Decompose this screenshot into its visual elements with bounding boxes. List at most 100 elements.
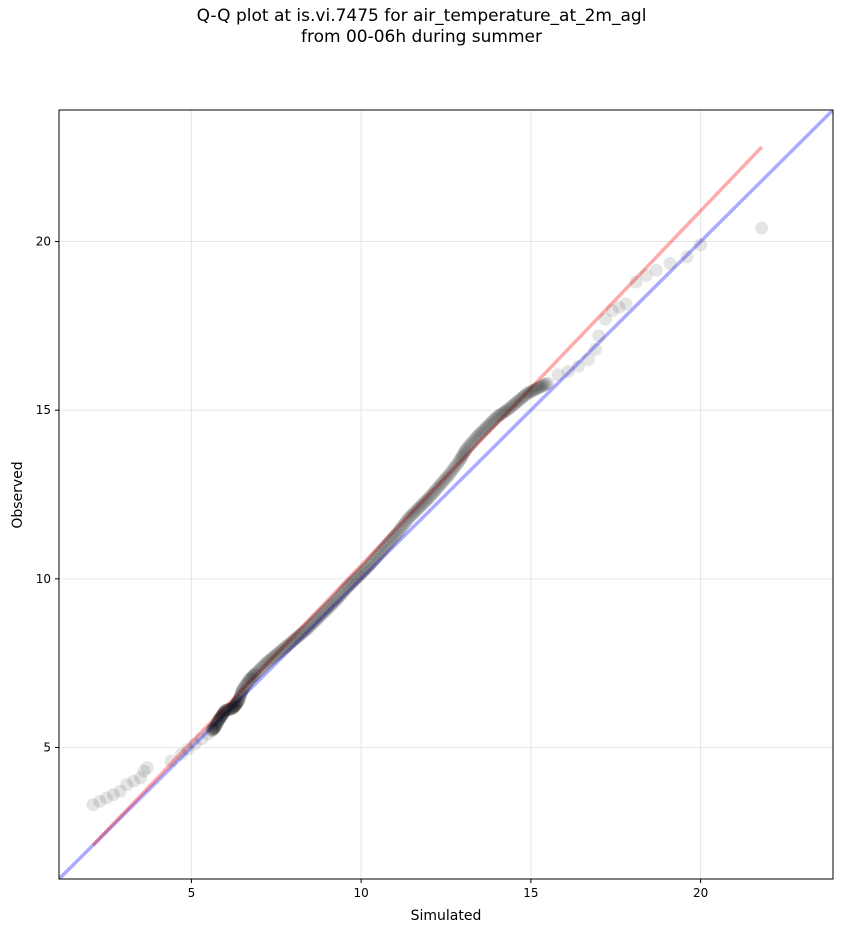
data-point xyxy=(425,487,439,501)
data-point xyxy=(463,438,477,452)
data-point xyxy=(492,409,506,423)
data-point xyxy=(461,440,475,454)
data-point xyxy=(216,707,230,721)
data-point xyxy=(356,565,370,579)
data-point xyxy=(619,297,633,311)
data-point xyxy=(393,522,407,536)
data-point xyxy=(137,764,151,778)
data-point xyxy=(261,655,275,669)
data-point xyxy=(498,404,512,418)
data-point xyxy=(226,701,240,715)
data-point xyxy=(230,696,244,710)
data-point xyxy=(279,639,293,653)
data-point xyxy=(212,713,226,727)
data-point xyxy=(249,666,263,680)
data-point xyxy=(495,407,509,421)
data-point xyxy=(335,586,349,600)
data-point xyxy=(295,627,309,641)
data-point xyxy=(415,498,429,512)
chart-title-line-2: from 00-06h during summer xyxy=(301,27,542,47)
data-point xyxy=(504,400,517,414)
data-point xyxy=(238,680,252,694)
data-point xyxy=(487,413,501,427)
data-point xyxy=(414,499,428,513)
data-point xyxy=(229,697,243,711)
data-point xyxy=(551,368,565,382)
data-point xyxy=(346,575,360,589)
data-point xyxy=(231,695,245,709)
data-point xyxy=(400,513,414,527)
data-point xyxy=(755,221,769,235)
data-point xyxy=(454,452,468,466)
data-point xyxy=(324,599,338,613)
data-point xyxy=(663,256,677,270)
data-point xyxy=(408,504,422,518)
data-point xyxy=(592,329,606,343)
data-point xyxy=(315,607,329,621)
data-point xyxy=(447,461,461,475)
data-point xyxy=(339,582,353,596)
data-point xyxy=(341,580,355,594)
data-point xyxy=(223,702,237,716)
data-point xyxy=(527,383,541,397)
data-point xyxy=(205,724,219,738)
data-point xyxy=(213,711,227,725)
data-point xyxy=(330,592,344,606)
data-point xyxy=(437,473,451,487)
data-point xyxy=(317,606,331,620)
data-point xyxy=(262,653,276,667)
data-point xyxy=(252,663,266,677)
data-point xyxy=(271,646,285,660)
data-point xyxy=(497,405,511,419)
data-point xyxy=(434,477,448,491)
reference-lines xyxy=(59,110,833,879)
data-point xyxy=(164,754,178,768)
data-point xyxy=(441,469,455,483)
data-point xyxy=(235,685,249,699)
data-point xyxy=(629,275,643,289)
data-point xyxy=(234,688,248,702)
data-point xyxy=(446,463,460,477)
data-point xyxy=(432,479,446,493)
data-point xyxy=(471,428,485,442)
data-point xyxy=(680,250,694,264)
data-point xyxy=(464,436,478,450)
data-point xyxy=(313,609,327,623)
data-point xyxy=(278,641,292,655)
data-point xyxy=(439,471,453,485)
data-point xyxy=(227,699,241,713)
data-point xyxy=(228,699,242,713)
data-point xyxy=(419,494,433,508)
data-point xyxy=(213,712,227,726)
data-point xyxy=(259,656,273,670)
data-point xyxy=(224,702,238,716)
data-point xyxy=(459,442,473,456)
data-point xyxy=(181,742,195,756)
data-point xyxy=(201,727,215,741)
data-point xyxy=(427,485,441,499)
data-point xyxy=(337,584,351,598)
data-point xyxy=(266,651,280,665)
data-point xyxy=(364,556,378,570)
data-point xyxy=(354,567,368,581)
data-point xyxy=(410,503,424,517)
data-point xyxy=(214,709,228,723)
data-point xyxy=(296,625,310,639)
y-tick-label: 15 xyxy=(36,403,51,417)
data-point xyxy=(221,703,235,717)
data-point xyxy=(388,529,402,543)
data-point xyxy=(532,380,546,394)
data-point xyxy=(478,422,492,436)
data-point xyxy=(391,525,405,539)
data-point xyxy=(229,698,243,712)
data-point xyxy=(310,612,324,626)
data-point xyxy=(349,572,363,586)
data-point xyxy=(93,794,107,808)
grid-lines xyxy=(59,110,833,879)
data-point xyxy=(318,604,332,618)
data-point xyxy=(373,546,387,560)
data-point xyxy=(541,376,555,390)
data-point xyxy=(385,532,399,546)
data-point xyxy=(605,304,619,318)
data-point xyxy=(424,489,438,503)
